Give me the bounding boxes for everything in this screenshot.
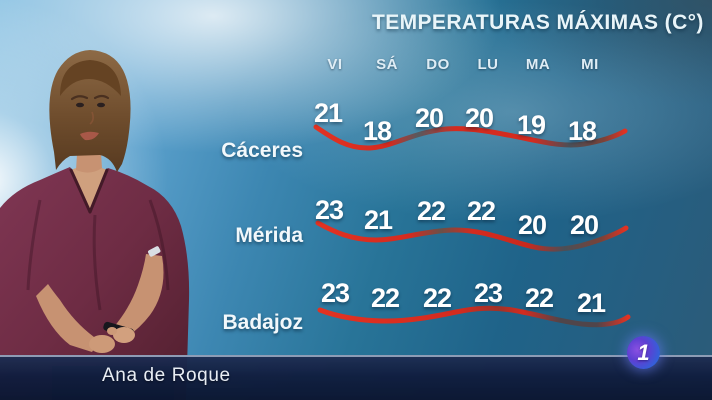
temp-badajoz-mi: 21 (576, 288, 606, 318)
lower-third-bar: Ana de Roque (0, 355, 712, 400)
temp-merida-sa: 21 (363, 205, 393, 235)
temp-badajoz-sa: 22 (370, 283, 400, 313)
presenter-name: Ana de Roque (102, 365, 231, 386)
day-header-sa: SÁ (376, 56, 398, 73)
temp-caceres-do: 20 (414, 103, 444, 133)
city-label-badajoz: Badajoz (222, 311, 303, 334)
temp-badajoz-vi: 23 (320, 278, 350, 308)
city-label-caceres: Cáceres (221, 139, 303, 162)
temp-merida-lu: 22 (466, 196, 496, 226)
temp-merida-mi: 20 (569, 210, 599, 240)
temp-caceres-ma: 19 (516, 110, 546, 140)
temp-merida-ma: 20 (517, 210, 547, 240)
day-header-do: DO (426, 56, 450, 73)
day-header-lu: LU (477, 56, 499, 73)
temp-merida-do: 22 (416, 196, 446, 226)
channel-logo-la1: 1 (627, 336, 660, 369)
temp-badajoz-lu: 23 (473, 278, 503, 308)
panel-title: TEMPERATURAS MÁXIMAS (C°) (372, 11, 704, 34)
temp-caceres-mi: 18 (567, 116, 597, 146)
day-header-vi: VI (327, 56, 343, 73)
temp-merida-vi: 23 (314, 195, 344, 225)
temp-caceres-lu: 20 (464, 103, 494, 133)
temp-badajoz-ma: 22 (524, 283, 554, 313)
temp-badajoz-do: 22 (422, 283, 452, 313)
day-header-ma: MA (525, 56, 551, 73)
temp-caceres-sa: 18 (362, 116, 392, 146)
day-header-mi: MI (581, 56, 599, 73)
channel-logo-text: 1 (637, 339, 650, 365)
temp-caceres-vi: 21 (313, 98, 343, 128)
city-label-merida: Mérida (235, 224, 303, 247)
